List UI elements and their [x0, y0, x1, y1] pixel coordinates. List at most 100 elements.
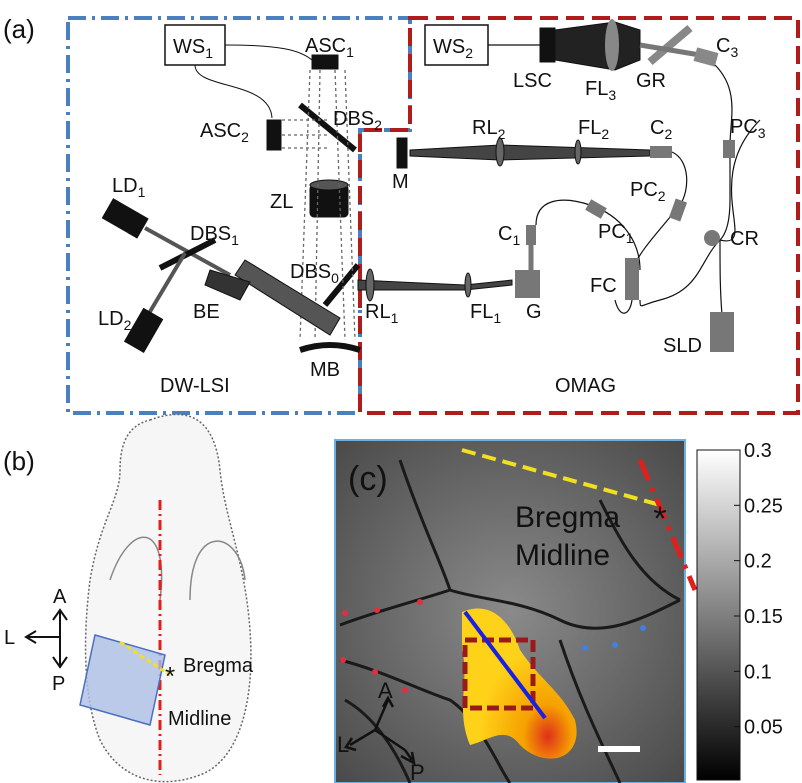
component-label: MB: [310, 359, 340, 381]
component-label: CR: [730, 228, 759, 250]
component-label: C1: [498, 223, 520, 248]
svg-text:*: *: [653, 500, 666, 538]
component-subscript: 2: [498, 126, 506, 142]
component-name: DBS: [290, 261, 331, 283]
component-label: SLD: [663, 335, 702, 357]
component-name: C: [650, 117, 664, 139]
component-name: WS: [433, 36, 465, 58]
component-subscript: 1: [231, 232, 239, 248]
component-label: RL2: [472, 117, 506, 142]
component-name: PC: [730, 116, 758, 138]
colorbar-tick-label: 0.25: [744, 495, 783, 517]
component-label: FL2: [578, 117, 609, 142]
component-subscript: 3: [730, 44, 738, 60]
component-name: DBS: [333, 108, 374, 130]
direction-label: L: [337, 732, 349, 757]
component-label: GR: [636, 70, 666, 92]
component-label: PC2: [630, 179, 666, 204]
component-label: ASC1: [305, 35, 354, 60]
panel-label: (b): [3, 446, 35, 476]
component-label: DBS0: [290, 261, 339, 286]
component-subscript: 0: [331, 270, 339, 286]
component-label: PC3: [730, 116, 766, 141]
component-label: FL1: [470, 301, 501, 326]
component-label: C3: [716, 35, 738, 60]
component-name: PC: [598, 221, 626, 243]
component-subscript: 2: [124, 317, 132, 333]
component-subscript: 2: [601, 126, 609, 142]
component-name: DBS: [190, 223, 231, 245]
component-subscript: 1: [138, 184, 146, 200]
component-subscript: 2: [374, 117, 382, 133]
component-name: FL: [470, 301, 493, 323]
component-name: ZL: [270, 191, 293, 213]
component-name: PC: [630, 179, 658, 201]
component-label: FL3: [585, 78, 616, 103]
panel-label: (a): [3, 14, 35, 44]
component-label: LSC: [513, 70, 552, 92]
component-label: G: [526, 301, 542, 323]
component-name: C: [716, 35, 730, 57]
svg-text:*: *: [165, 661, 175, 691]
brain-image: *: [335, 440, 695, 783]
direction-label: P: [52, 673, 65, 695]
component-name: SLD: [663, 335, 702, 357]
component-subscript: 1: [205, 45, 213, 61]
component-subscript: 2: [465, 45, 473, 61]
component-name: LD: [112, 175, 138, 197]
component-subscript: 2: [664, 126, 672, 142]
colorbar-tick-label: 0.3: [744, 440, 772, 462]
component-label: ASC2: [200, 120, 249, 145]
component-label: RL1: [365, 301, 399, 326]
component-subscript: 2: [658, 188, 666, 204]
component-name: ASC: [305, 35, 346, 57]
colorbar-tick-label: 0.05: [744, 717, 783, 739]
region-label: DW-LSI: [160, 375, 230, 397]
component-subscript: 3: [608, 87, 616, 103]
component-subscript: 1: [391, 310, 399, 326]
component-subscript: 1: [346, 44, 354, 60]
component-subscript: 1: [626, 230, 634, 246]
component-name: C: [498, 223, 512, 245]
component-name: FL: [578, 117, 601, 139]
component-name: MB: [310, 359, 340, 381]
direction-label: A: [53, 586, 67, 608]
component-name: BE: [193, 301, 220, 323]
component-label: LD2: [98, 308, 132, 333]
component-label: PC1: [598, 221, 634, 246]
component-name: M: [392, 171, 409, 193]
panel-label: (c): [348, 460, 388, 498]
colorbar-tick-label: 0.15: [744, 606, 783, 628]
component-name: ASC: [200, 120, 241, 142]
component-name: CR: [730, 228, 759, 250]
landmark-label: Bregma: [515, 501, 620, 534]
component-name: FL: [585, 78, 608, 100]
component-label: LD1: [112, 175, 146, 200]
landmark-label: Bregma: [183, 655, 254, 677]
region-label: OMAG: [555, 375, 616, 397]
figure: WS1ASC1ASC2DBS2ZLLD1DBS1DBS0BELD2MBWS2LS…: [0, 0, 802, 783]
component-name: LD: [98, 308, 124, 330]
component-name: WS: [173, 36, 205, 58]
colorbar: [697, 450, 740, 780]
direction-label: A: [378, 678, 393, 703]
component-name: FC: [590, 275, 617, 297]
component-label: ZL: [270, 191, 293, 213]
landmark-label: Midline: [168, 708, 231, 730]
component-label: BE: [193, 301, 220, 323]
component-name: RL: [472, 117, 498, 139]
component-name: RL: [365, 301, 391, 323]
component-label: DBS2: [333, 108, 382, 133]
landmark-label: Midline: [515, 539, 610, 572]
component-label: C2: [650, 117, 672, 142]
component-subscript: 3: [758, 125, 766, 141]
component-label: FC: [590, 275, 617, 297]
colorbar-tick-label: 0.2: [744, 551, 772, 573]
component-name: LSC: [513, 70, 552, 92]
component-label: M: [392, 171, 409, 193]
component-subscript: 2: [241, 129, 249, 145]
colorbar-tick-label: 0.1: [744, 661, 772, 683]
component-name: GR: [636, 70, 666, 92]
direction-label: P: [410, 760, 425, 783]
